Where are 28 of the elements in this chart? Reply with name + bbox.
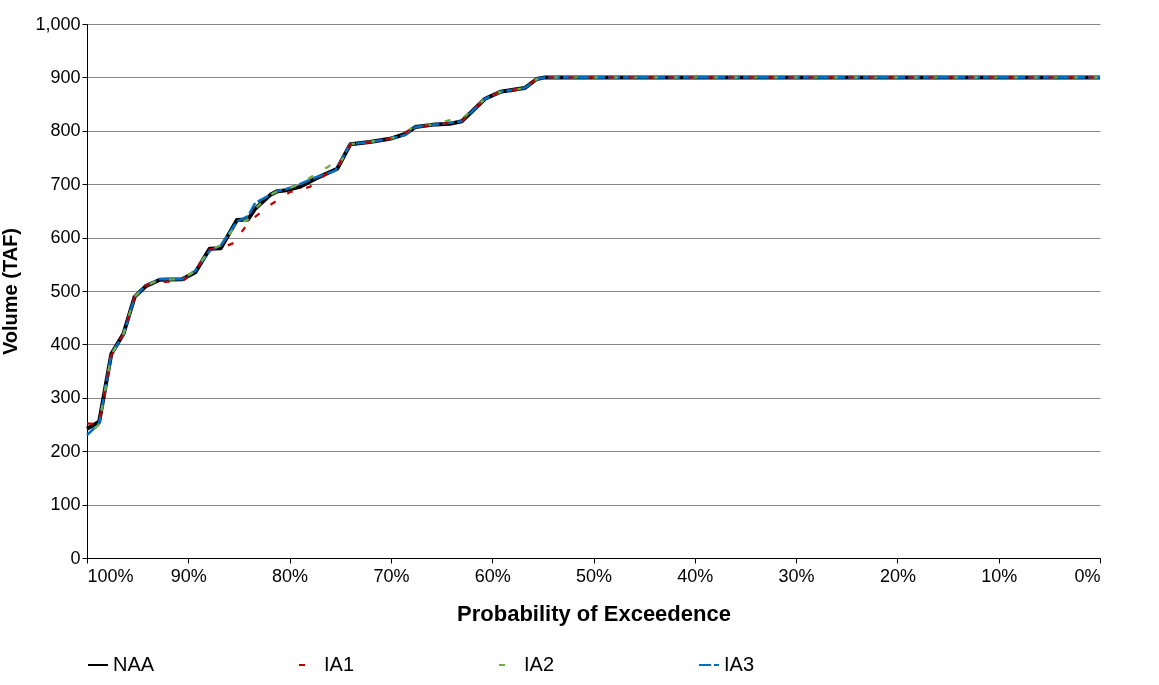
x-tick-label: 30% — [778, 565, 815, 586]
x-tick-label: 90% — [170, 565, 207, 586]
x-tick-label: 60% — [474, 565, 511, 586]
legend-label: IA1 — [324, 653, 355, 675]
x-tick-label: 20% — [879, 565, 916, 586]
x-tick-label: 100% — [87, 565, 134, 586]
x-tick-label: 80% — [272, 565, 309, 586]
legend-label: IA3 — [724, 653, 755, 675]
y-tick-label: 400 — [50, 333, 81, 354]
y-tick-label: 500 — [50, 280, 81, 301]
y-tick-label: 300 — [50, 387, 81, 408]
legend-label: NAA — [113, 653, 155, 675]
y-tick-label: 700 — [50, 173, 81, 194]
y-tick-label: 100 — [50, 494, 81, 515]
y-tick-label: 900 — [50, 66, 81, 87]
y-tick-label: 600 — [50, 227, 81, 248]
x-axis-title: Probability of Exceedence — [457, 600, 731, 626]
y-tick-label: 1,000 — [35, 13, 81, 34]
y-axis-title: Volume (TAF) — [0, 227, 22, 356]
x-tick-label: 50% — [575, 565, 613, 586]
x-tick-label: 70% — [373, 565, 410, 586]
x-tick-label: 0% — [1074, 565, 1101, 586]
x-tick-label: 10% — [981, 565, 1018, 586]
y-tick-label: 200 — [50, 440, 81, 461]
legend-label: IA2 — [524, 653, 555, 675]
y-tick-label: 800 — [50, 120, 81, 141]
y-tick-label: 0 — [70, 547, 81, 568]
x-tick-label: 40% — [677, 565, 714, 586]
